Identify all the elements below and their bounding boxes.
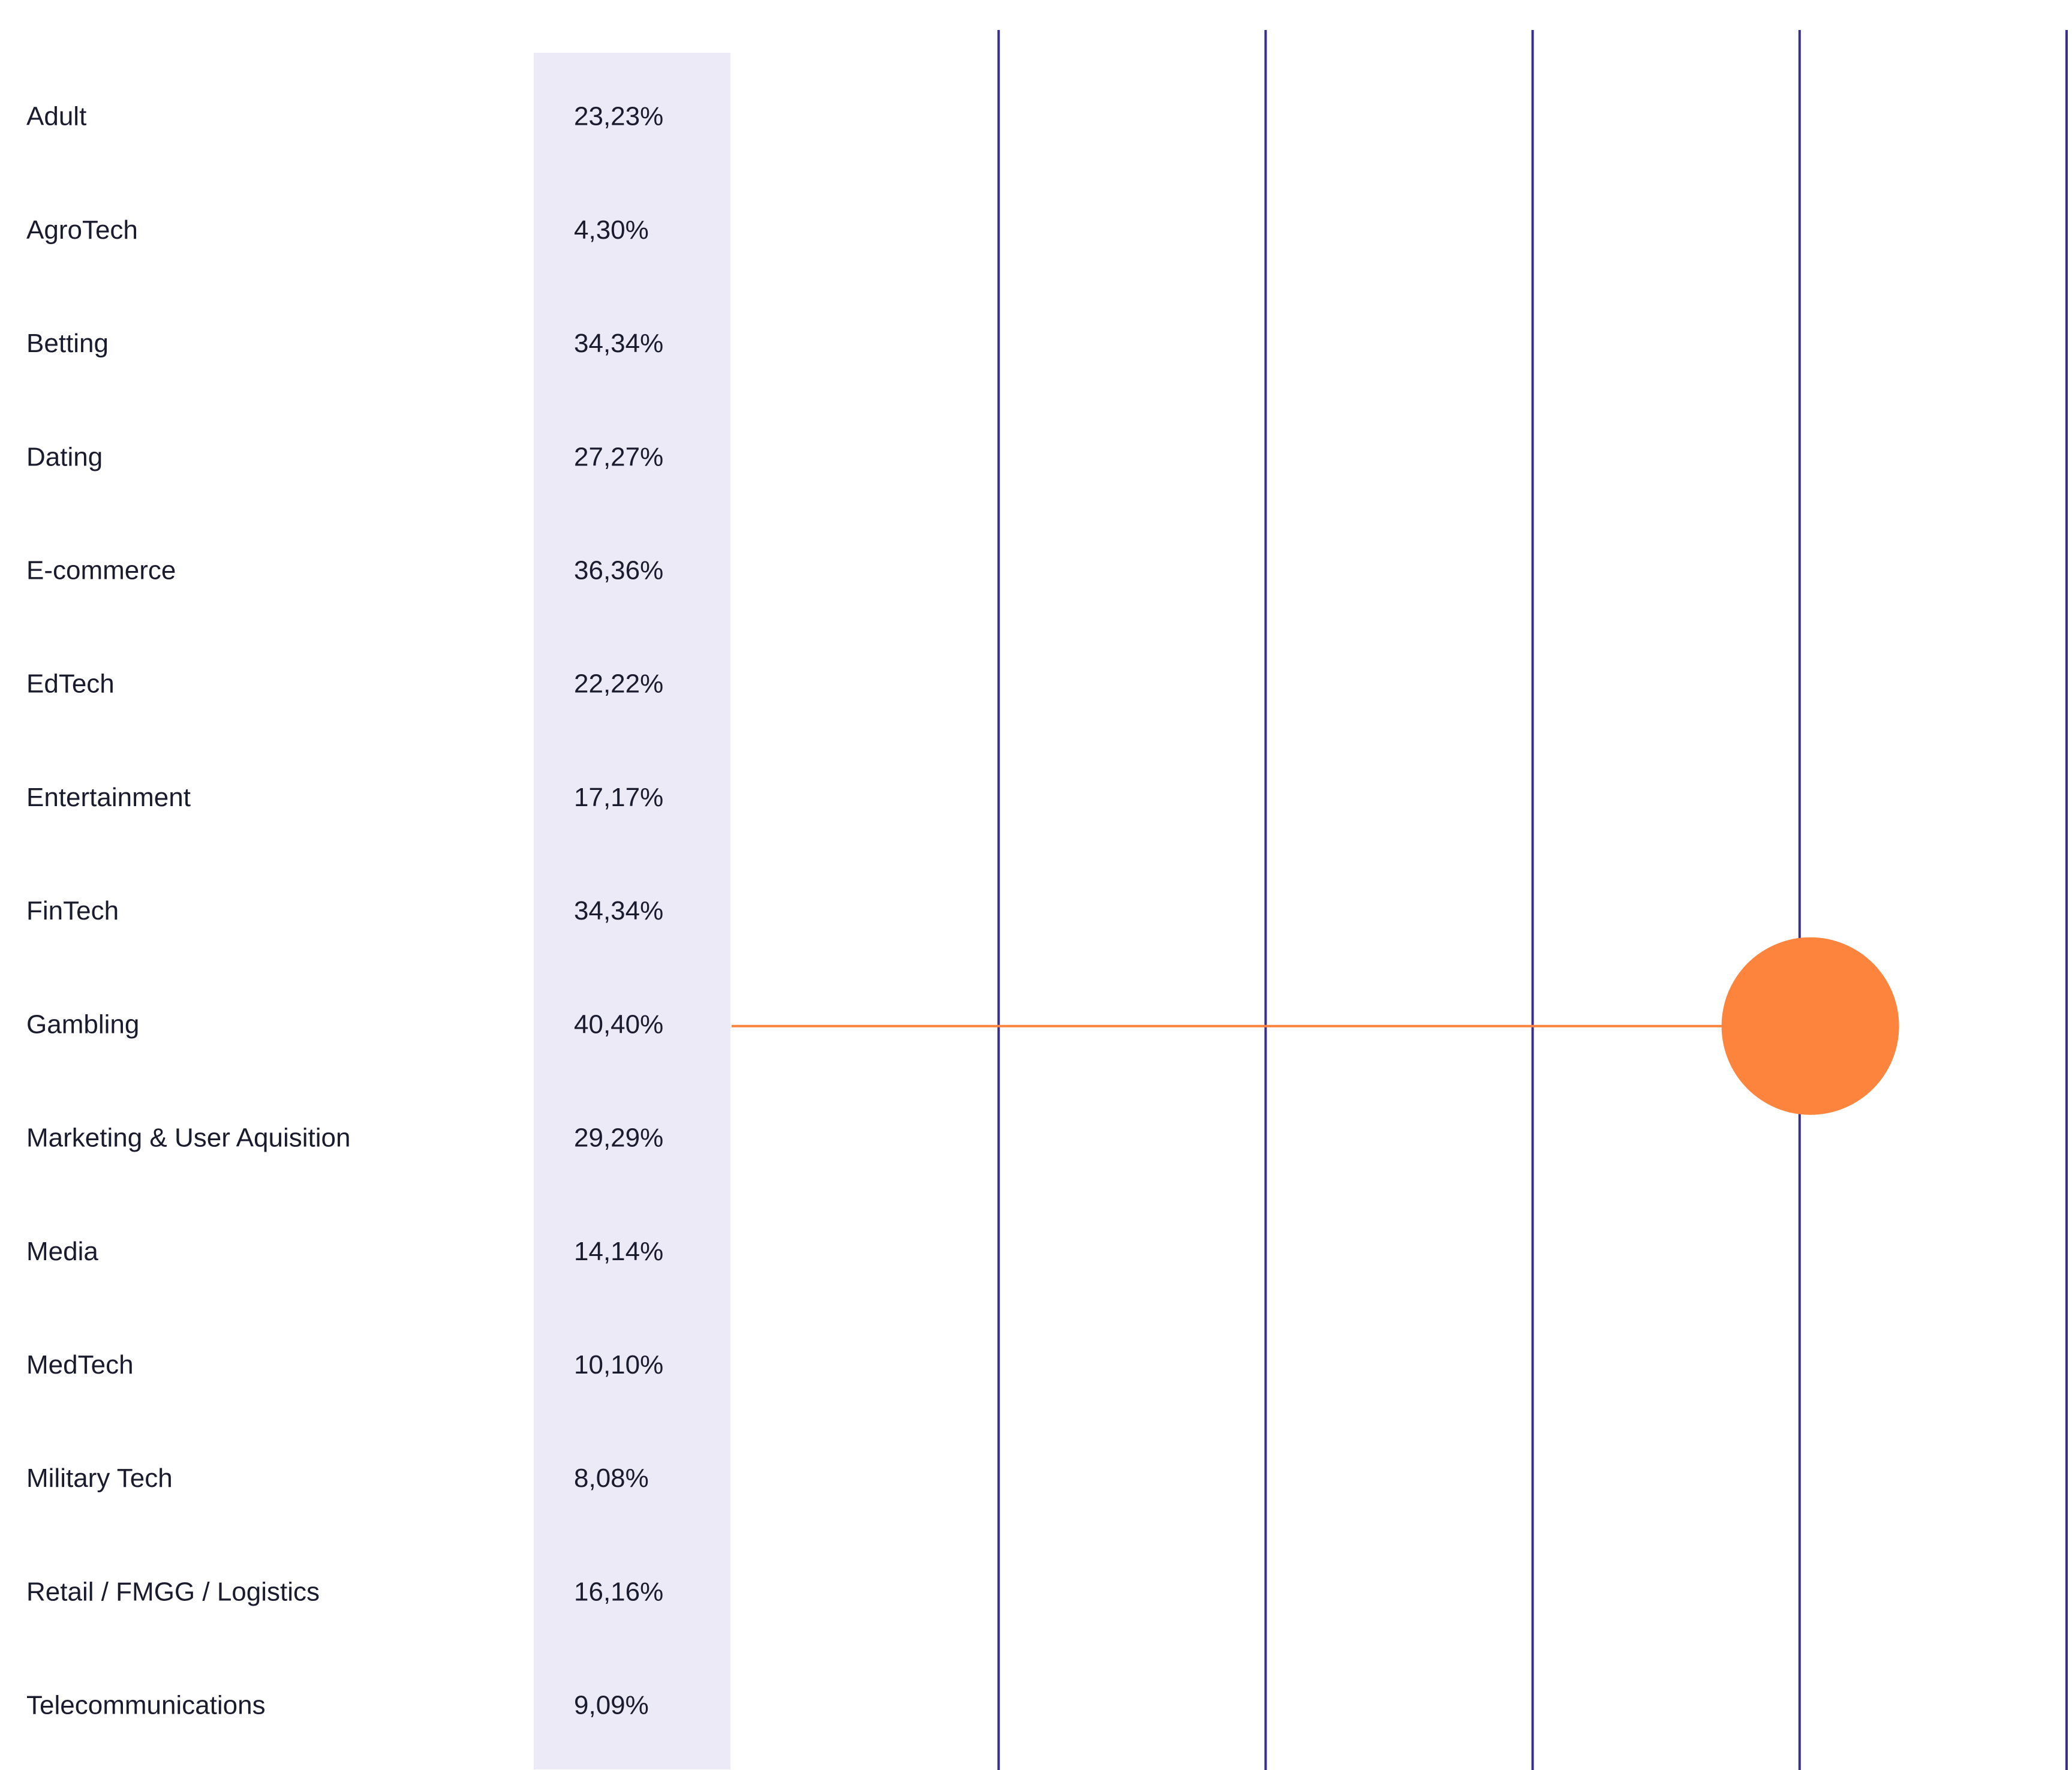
category-label: Adult <box>26 102 86 131</box>
value-label: 22,22% <box>574 669 663 699</box>
category-label: Gambling <box>26 1009 139 1039</box>
category-label: Entertainment <box>26 783 191 812</box>
value-label: 29,29% <box>574 1123 663 1153</box>
value-label: 23,23% <box>574 102 663 131</box>
lollipop-dot <box>1721 937 1899 1115</box>
value-label: 4,30% <box>574 215 649 245</box>
category-label: Marketing & User Aquisition <box>26 1123 350 1153</box>
category-label: Telecommunications <box>26 1691 266 1720</box>
value-label: 40,40% <box>574 1009 663 1039</box>
category-label: E-commerce <box>26 555 176 585</box>
category-label: Retail / FMGG / Logistics <box>26 1577 320 1606</box>
category-label: Military Tech <box>26 1464 173 1493</box>
category-label: Betting <box>26 329 109 358</box>
category-label: AgroTech <box>26 215 138 245</box>
value-label: 16,16% <box>574 1577 663 1606</box>
category-label: MedTech <box>26 1350 134 1380</box>
value-label: 34,34% <box>574 896 663 925</box>
value-label: 14,14% <box>574 1237 663 1266</box>
value-label: 9,09% <box>574 1691 649 1720</box>
category-label: FinTech <box>26 896 119 925</box>
category-label: Media <box>26 1237 98 1266</box>
value-label: 10,10% <box>574 1350 663 1380</box>
value-label: 27,27% <box>574 442 663 471</box>
value-label: 36,36% <box>574 555 663 585</box>
category-label: EdTech <box>26 669 115 699</box>
value-label: 17,17% <box>574 783 663 812</box>
category-label: Dating <box>26 442 103 471</box>
value-label: 8,08% <box>574 1464 649 1493</box>
value-column-background <box>534 53 730 1769</box>
value-label: 34,34% <box>574 329 663 358</box>
